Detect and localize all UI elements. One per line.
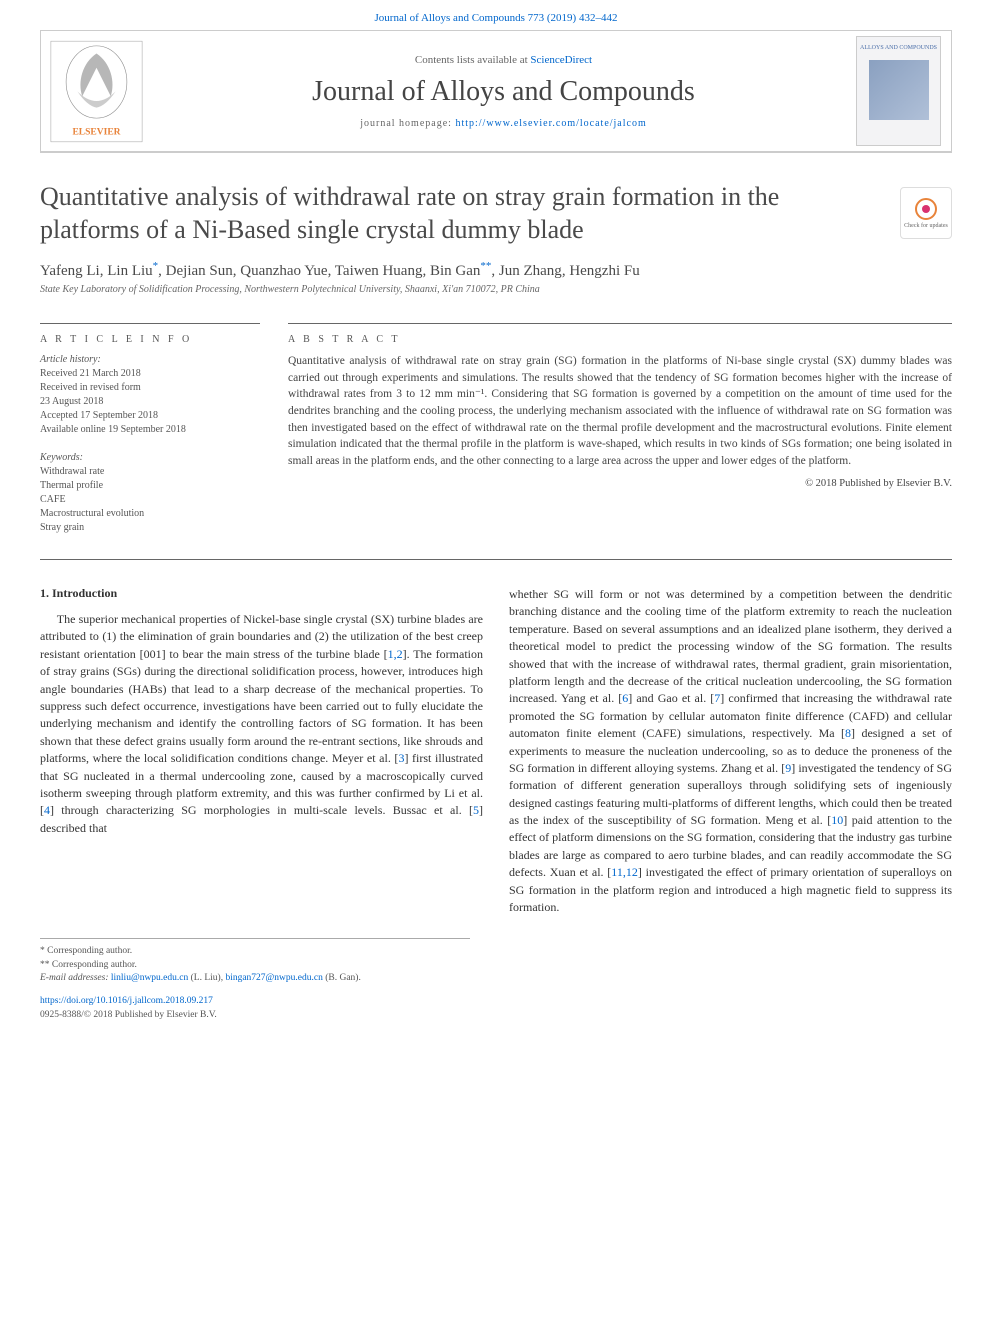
keyword: Macrostructural evolution — [40, 507, 260, 521]
copyright-line: © 2018 Published by Elsevier B.V. — [288, 478, 952, 489]
footnote-line: * Corresponding author. — [40, 945, 470, 958]
journal-header: ELSEVIER Contents lists available at Sci… — [40, 30, 952, 153]
email-link[interactable]: bingan727@nwpu.edu.cn — [225, 973, 322, 983]
footnotes: * Corresponding author. ** Corresponding… — [40, 938, 470, 985]
author: Bin Gan — [430, 263, 480, 279]
keywords-block: Keywords: Withdrawal rate Thermal profil… — [40, 451, 260, 535]
footnote-line: ** Corresponding author. — [40, 959, 470, 972]
email-label: E-mail addresses: — [40, 973, 109, 983]
doi-link[interactable]: https://doi.org/10.1016/j.jallcom.2018.0… — [40, 995, 952, 1008]
keyword: Withdrawal rate — [40, 465, 260, 479]
history-line: 23 August 2018 — [40, 395, 260, 409]
author: Taiwen Huang — [335, 263, 423, 279]
body-col-left: 1. Introduction The superior mechanical … — [40, 586, 483, 916]
homepage-prefix: journal homepage: — [360, 118, 455, 129]
contents-prefix: Contents lists available at — [415, 54, 530, 66]
history-label: Article history: — [40, 353, 260, 367]
keyword: Stray grain — [40, 521, 260, 535]
keyword: Thermal profile — [40, 479, 260, 493]
article-info-column: A R T I C L E I N F O Article history: R… — [40, 323, 260, 549]
issn-line: 0925-8388/© 2018 Published by Elsevier B… — [40, 1009, 952, 1022]
info-abstract-rule — [40, 559, 952, 560]
abstract-column: A B S T R A C T Quantitative analysis of… — [288, 323, 952, 549]
crossmark-icon — [914, 197, 938, 221]
body-columns: 1. Introduction The superior mechanical … — [40, 586, 952, 916]
sciencedirect-link[interactable]: ScienceDirect — [530, 54, 592, 66]
article-header: Quantitative analysis of withdrawal rate… — [40, 181, 952, 246]
keyword: CAFE — [40, 493, 260, 507]
cover-thumbnail — [869, 60, 929, 120]
corresp-mark: ** — [480, 260, 491, 272]
author: Yafeng Li — [40, 263, 100, 279]
author: Dejian Sun — [166, 263, 233, 279]
intro-paragraph: The superior mechanical properties of Ni… — [40, 611, 483, 837]
abstract-text: Quantitative analysis of withdrawal rate… — [288, 353, 952, 470]
author: Quanzhao Yue — [240, 263, 327, 279]
email-who: (L. Liu), — [191, 973, 223, 983]
intro-paragraph-cont: whether SG will form or not was determin… — [509, 586, 952, 916]
svg-text:ELSEVIER: ELSEVIER — [72, 127, 120, 137]
info-abstract-row: A R T I C L E I N F O Article history: R… — [40, 311, 952, 549]
contents-available: Contents lists available at ScienceDirec… — [151, 54, 856, 66]
history-line: Available online 19 September 2018 — [40, 423, 260, 437]
author: Hengzhi Fu — [569, 263, 639, 279]
history-line: Received in revised form — [40, 381, 260, 395]
history-line: Received 21 March 2018 — [40, 367, 260, 381]
author: Lin Liu — [107, 263, 152, 279]
corresp-mark: * — [153, 260, 159, 272]
article-title: Quantitative analysis of withdrawal rate… — [40, 181, 840, 246]
elsevier-logo: ELSEVIER — [41, 31, 151, 151]
section-heading: 1. Introduction — [40, 586, 483, 601]
authors-line: Yafeng Li, Lin Liu*, Dejian Sun, Quanzha… — [40, 260, 952, 280]
body-col-right: whether SG will form or not was determin… — [509, 586, 952, 916]
header-center: Contents lists available at ScienceDirec… — [151, 46, 856, 137]
affiliation: State Key Laboratory of Solidification P… — [40, 284, 952, 295]
cover-title: ALLOYS AND COMPOUNDS — [860, 45, 937, 52]
email-who: (B. Gan). — [325, 973, 361, 983]
author: Jun Zhang — [499, 263, 562, 279]
journal-title: Journal of Alloys and Compounds — [151, 76, 856, 108]
keywords-label: Keywords: — [40, 451, 260, 465]
check-updates-badge[interactable]: Check for updates — [900, 187, 952, 239]
homepage-link[interactable]: http://www.elsevier.com/locate/jalcom — [455, 118, 646, 129]
check-updates-text: Check for updates — [904, 223, 948, 229]
homepage-line: journal homepage: http://www.elsevier.co… — [151, 118, 856, 129]
email-link[interactable]: linliu@nwpu.edu.cn — [111, 973, 188, 983]
journal-cover: ALLOYS AND COMPOUNDS — [856, 36, 941, 146]
header-row: ELSEVIER Contents lists available at Sci… — [41, 31, 951, 152]
article-info-label: A R T I C L E I N F O — [40, 334, 260, 345]
article-history: Article history: Received 21 March 2018 … — [40, 353, 260, 437]
abstract-label: A B S T R A C T — [288, 334, 952, 345]
page-citation[interactable]: Journal of Alloys and Compounds 773 (201… — [0, 0, 992, 30]
doi-block: https://doi.org/10.1016/j.jallcom.2018.0… — [40, 995, 952, 1022]
email-line: E-mail addresses: linliu@nwpu.edu.cn (L.… — [40, 972, 470, 985]
history-line: Accepted 17 September 2018 — [40, 409, 260, 423]
